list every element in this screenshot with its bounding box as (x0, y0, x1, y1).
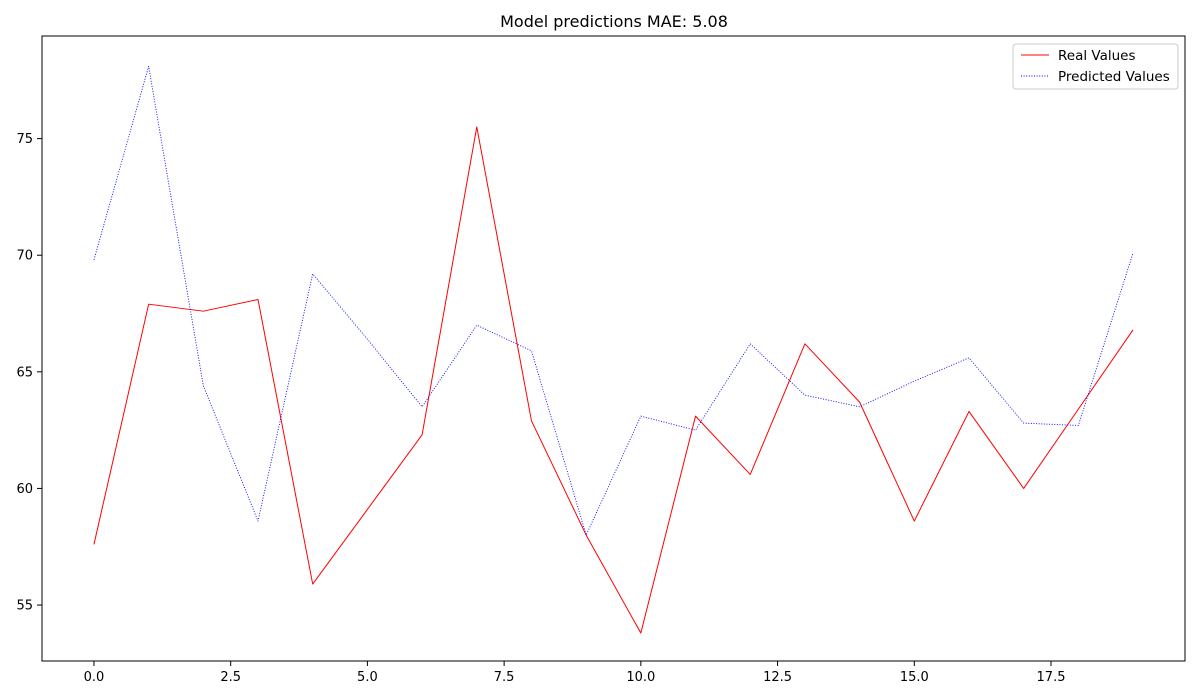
x-tick-label: 10.0 (626, 670, 655, 685)
y-tick-label: 55 (16, 599, 33, 614)
x-tick-label: 7.5 (494, 670, 515, 685)
series-layer (93, 65, 1134, 634)
x-axis: 0.0 2.5 5.0 7.5 10.0 12.5 15.0 17.5 (84, 661, 1066, 685)
x-tick-label: 12.5 (763, 670, 792, 685)
y-axis: 55 60 65 70 75 (16, 132, 42, 614)
legend-box (1012, 43, 1179, 90)
y-tick-label: 75 (16, 132, 33, 147)
x-tick-label: 0.0 (84, 670, 105, 685)
x-tick-label: 2.5 (220, 670, 241, 685)
y-tick-label: 70 (16, 249, 33, 264)
legend: Real Values Predicted Values (1012, 43, 1179, 90)
plot-area-frame (41, 35, 1186, 662)
legend-label-predicted-values: Predicted Values (1058, 69, 1170, 85)
legend-label-real-values: Real Values (1058, 48, 1136, 64)
x-tick-label: 15.0 (900, 670, 929, 685)
x-tick-label: 17.5 (1037, 670, 1066, 685)
y-tick-label: 60 (16, 482, 33, 497)
chart-title: Model predictions MAE: 5.08 (500, 12, 728, 31)
series-line-real-values (93, 126, 1134, 634)
y-tick-label: 65 (16, 365, 33, 380)
x-tick-label: 5.0 (357, 670, 378, 685)
series-line-predicted-values (93, 65, 1134, 536)
